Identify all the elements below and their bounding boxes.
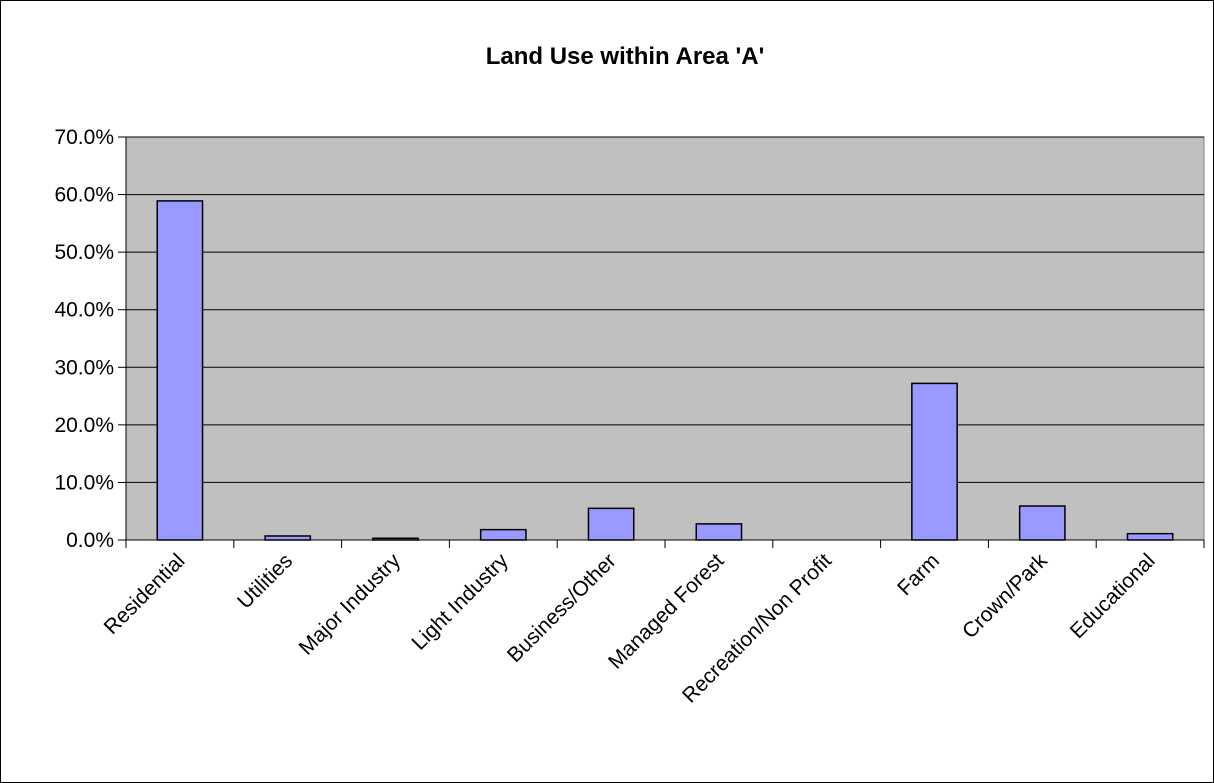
y-tick-label: 70.0% [54, 126, 114, 149]
bar [479, 528, 527, 541]
y-tick-label: 10.0% [54, 471, 114, 494]
y-axis: 0.0% 10.0% 20.0% 30.0% 40.0% 50.0% 60.0% 70.0% [54, 126, 127, 552]
x-tick-label: Utilities [233, 549, 297, 613]
y-tick-label: 20.0% [54, 414, 114, 437]
y-tick-label: 50.0% [54, 241, 114, 264]
x-tick-label: Educational [1066, 549, 1160, 643]
bar [264, 535, 312, 541]
x-tick-label: Farm [893, 549, 944, 600]
x-tick-label: Business/Other [503, 549, 621, 667]
x-tick-label: Light Industry [407, 549, 513, 655]
y-tick-label: 60.0% [54, 184, 114, 207]
y-tick-label: 0.0% [66, 529, 114, 552]
y-tick-label: 30.0% [54, 356, 114, 379]
bar [1126, 532, 1174, 541]
bar [156, 200, 204, 541]
x-tick-label: Managed Forest [604, 549, 729, 674]
plot-area [125, 136, 1205, 541]
bars [156, 200, 1174, 541]
chart-title: Land Use within Area 'A' [486, 43, 765, 70]
bar [695, 523, 743, 541]
bar [911, 382, 958, 541]
gridlines [126, 136, 1204, 483]
x-tick-label: Crown/Park [958, 549, 1052, 643]
y-tick-label: 40.0% [54, 299, 114, 322]
x-tick-label: Major Industry [295, 549, 406, 660]
bar [1018, 505, 1066, 541]
x-tick-label: Residential [100, 549, 190, 639]
bar [587, 507, 635, 541]
